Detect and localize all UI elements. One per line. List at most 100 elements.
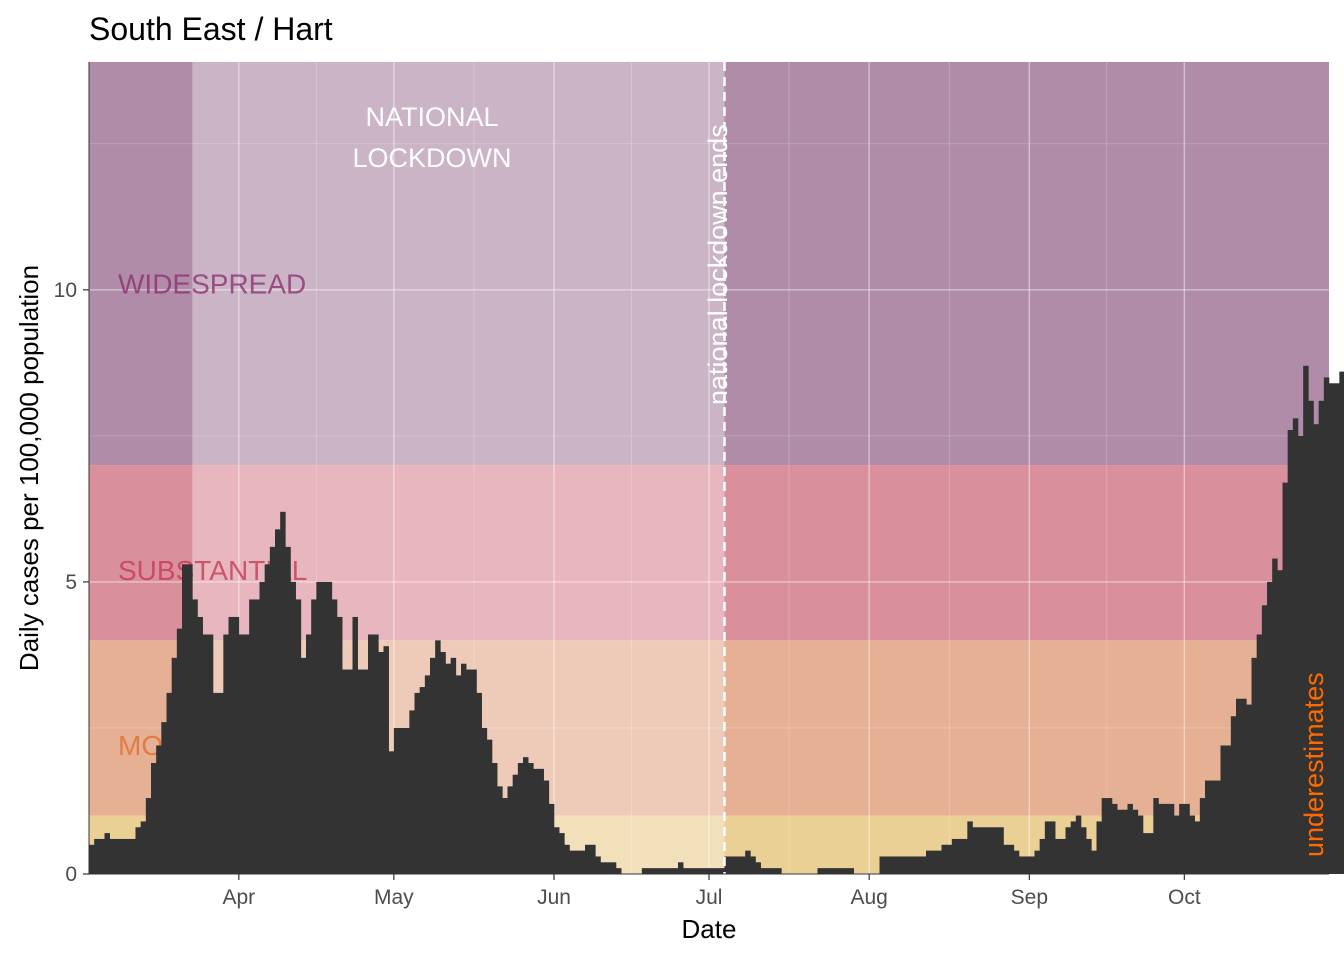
y-tick-label: 5 xyxy=(65,571,77,594)
bar xyxy=(1251,657,1257,874)
bar xyxy=(130,838,136,874)
chart-title: South East / Hart xyxy=(89,11,333,47)
bar xyxy=(1220,745,1226,874)
bar xyxy=(926,850,932,874)
y-axis-title: Daily cases per 100,000 population xyxy=(14,265,44,671)
bar xyxy=(507,786,513,874)
bar xyxy=(233,616,240,874)
bar xyxy=(616,868,622,874)
bar xyxy=(688,868,694,874)
bar xyxy=(1329,383,1335,874)
bar xyxy=(1127,803,1133,874)
bar xyxy=(657,868,663,874)
bar xyxy=(393,727,400,874)
bar xyxy=(182,564,188,874)
bar xyxy=(151,763,157,874)
bar xyxy=(528,763,534,874)
bar xyxy=(337,616,343,874)
bar xyxy=(213,692,219,874)
bar xyxy=(533,768,539,874)
bar xyxy=(450,657,457,874)
bar xyxy=(352,616,358,874)
bar xyxy=(1215,780,1221,874)
bar xyxy=(574,850,581,874)
bar xyxy=(543,780,550,874)
bar xyxy=(714,868,720,874)
bar xyxy=(817,868,823,874)
bar xyxy=(641,868,648,874)
bar xyxy=(1039,838,1046,874)
bar xyxy=(905,856,911,874)
bar xyxy=(1287,430,1294,874)
bar xyxy=(471,669,477,874)
bar xyxy=(512,774,519,874)
bar xyxy=(311,599,317,874)
x-tick-label: Jul xyxy=(696,886,723,909)
bar xyxy=(254,599,260,874)
bar xyxy=(300,657,307,874)
bar xyxy=(1153,798,1159,874)
bar xyxy=(879,856,885,874)
bar xyxy=(1272,558,1278,874)
bar xyxy=(579,850,586,874)
bar xyxy=(920,856,927,874)
bar xyxy=(466,669,472,874)
national-lockdown-label-line1: NATIONAL xyxy=(365,102,498,132)
bar xyxy=(1174,815,1180,874)
y-axis: 0 5 10 xyxy=(54,62,90,886)
bar xyxy=(827,868,834,874)
bar xyxy=(285,546,291,874)
bar xyxy=(373,634,379,874)
bar xyxy=(1137,815,1144,874)
bar xyxy=(1313,424,1319,874)
national-lockdown-label: NATIONAL LOCKDOWN xyxy=(352,102,511,173)
bar xyxy=(321,581,327,874)
bar xyxy=(848,868,854,874)
bar xyxy=(698,868,705,874)
bar xyxy=(517,763,524,874)
bar xyxy=(647,868,653,874)
bar xyxy=(900,856,906,874)
bar xyxy=(331,599,338,874)
bar xyxy=(140,821,147,874)
bar xyxy=(1008,844,1015,874)
bar xyxy=(388,751,395,874)
bar xyxy=(982,827,989,874)
bar xyxy=(1168,803,1175,874)
bar xyxy=(884,856,891,874)
bar xyxy=(745,850,751,874)
bar xyxy=(931,850,937,874)
bar xyxy=(486,739,493,874)
bar xyxy=(1060,838,1066,874)
bar xyxy=(1323,377,1330,874)
x-tick-label: Apr xyxy=(222,886,255,909)
x-tick-label: Jun xyxy=(537,886,571,909)
bar xyxy=(998,827,1004,874)
bar xyxy=(1055,838,1061,874)
bar xyxy=(238,634,245,874)
bar xyxy=(378,652,384,874)
bar xyxy=(1277,570,1283,874)
bar xyxy=(740,856,746,874)
bar xyxy=(1199,798,1206,874)
bar xyxy=(280,511,286,874)
bar xyxy=(709,868,715,874)
bar xyxy=(502,798,508,874)
bar xyxy=(564,844,570,874)
bar xyxy=(600,862,606,874)
bar xyxy=(946,844,953,874)
bar xyxy=(435,640,441,874)
bar xyxy=(776,868,782,874)
bar xyxy=(166,692,172,874)
y-tick-label: 10 xyxy=(54,279,77,302)
bar xyxy=(316,581,322,874)
bar xyxy=(259,581,265,874)
bar xyxy=(476,692,482,874)
bar xyxy=(1158,803,1164,874)
bar xyxy=(419,687,426,874)
bar xyxy=(889,856,896,874)
bar xyxy=(1308,400,1314,874)
bar xyxy=(368,634,374,874)
bar xyxy=(264,564,271,874)
bar xyxy=(833,868,839,874)
